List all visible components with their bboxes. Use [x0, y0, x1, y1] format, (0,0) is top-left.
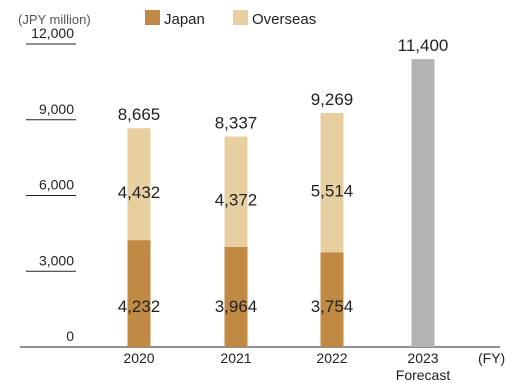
y-tick-label: 6,000: [39, 177, 74, 193]
bars: [127, 59, 435, 348]
y-tick-label: 0: [66, 328, 74, 344]
bar-segment: [127, 240, 151, 347]
total-value-label: 9,269: [311, 90, 354, 109]
x-tick-label: 2021: [220, 350, 251, 366]
total-value-label: 8,665: [118, 105, 161, 124]
y-unit-label: (JPY million): [18, 12, 91, 27]
x-tick-label: 2020: [123, 350, 154, 366]
legend-label-japan: Japan: [164, 11, 205, 28]
bar-segment: [224, 246, 248, 347]
data-labels: 4,232 4,432 8,665 3,964 4,372 8,337 3,754 5,514…: [118, 36, 449, 316]
y-tick-label: 3,000: [39, 252, 74, 268]
x-unit-label: (FY): [478, 350, 505, 366]
y-tick-label: 9,000: [39, 101, 74, 117]
total-value-label: 8,337: [215, 113, 258, 132]
bar-segment: [320, 112, 344, 253]
segment-value-label: 3,964: [215, 297, 258, 316]
legend-swatch-overseas: [233, 10, 248, 25]
legend: (JPY million) Japan Overseas: [18, 10, 316, 28]
segment-value-label: 3,754: [311, 297, 354, 316]
total-value-label: 11,400: [398, 36, 449, 55]
segment-value-label: 5,514: [311, 182, 354, 201]
segment-value-label: 4,232: [118, 297, 161, 316]
y-tick-label: 12,000: [31, 25, 74, 41]
segment-value-label: 4,432: [118, 183, 161, 202]
legend-label-overseas: Overseas: [252, 11, 316, 28]
y-axis: 0 3,000 6,000 9,000 12,000: [26, 25, 76, 344]
bar-segment: [320, 252, 344, 347]
bar-segment: [224, 136, 248, 247]
legend-swatch-japan: [145, 10, 160, 25]
x-tick-label: 2022: [316, 350, 347, 366]
segment-value-label: 4,372: [215, 191, 258, 210]
bar-segment: [411, 59, 435, 348]
x-tick-label: 2023: [407, 350, 438, 366]
x-tick-sublabel: Forecast: [396, 367, 451, 383]
bar-segment: [127, 128, 151, 241]
